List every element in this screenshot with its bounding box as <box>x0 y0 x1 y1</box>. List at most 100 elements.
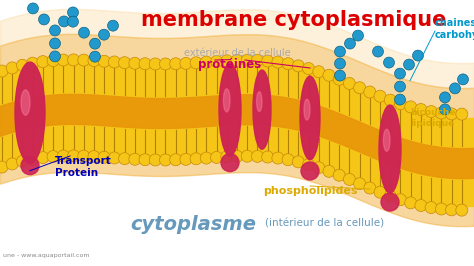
Circle shape <box>292 60 304 72</box>
Circle shape <box>415 200 427 211</box>
Circle shape <box>394 81 405 92</box>
Ellipse shape <box>253 70 271 149</box>
Circle shape <box>49 38 61 49</box>
Circle shape <box>262 55 273 67</box>
Circle shape <box>190 57 202 69</box>
Circle shape <box>435 203 447 215</box>
Text: membrane cytoplasmique: membrane cytoplasmique <box>141 10 447 30</box>
Circle shape <box>405 197 417 209</box>
Circle shape <box>139 58 151 70</box>
Circle shape <box>425 106 437 118</box>
Text: extérieur de la cellule: extérieur de la cellule <box>184 48 290 58</box>
Circle shape <box>109 56 120 68</box>
Ellipse shape <box>15 62 45 163</box>
Circle shape <box>241 150 253 162</box>
Circle shape <box>67 16 79 27</box>
Circle shape <box>108 20 118 31</box>
Circle shape <box>98 151 110 163</box>
Circle shape <box>78 54 90 66</box>
Text: Transport
Protein: Transport Protein <box>55 156 112 178</box>
Circle shape <box>333 73 345 85</box>
Circle shape <box>457 74 468 85</box>
Circle shape <box>394 94 405 105</box>
Circle shape <box>335 70 346 81</box>
Text: une - www.aquaportail.com: une - www.aquaportail.com <box>3 253 90 258</box>
Circle shape <box>446 108 457 120</box>
Circle shape <box>383 57 394 68</box>
Circle shape <box>231 150 243 162</box>
Ellipse shape <box>223 89 230 112</box>
Circle shape <box>170 58 182 70</box>
Circle shape <box>139 154 151 166</box>
Circle shape <box>17 155 28 167</box>
Ellipse shape <box>304 99 310 120</box>
Circle shape <box>335 58 346 69</box>
Circle shape <box>384 190 396 202</box>
Circle shape <box>109 152 120 164</box>
Circle shape <box>405 101 417 113</box>
Circle shape <box>282 154 294 166</box>
Circle shape <box>354 82 365 94</box>
Circle shape <box>384 94 396 106</box>
Circle shape <box>67 54 80 66</box>
Circle shape <box>412 50 423 61</box>
Circle shape <box>149 154 161 166</box>
Circle shape <box>99 29 109 40</box>
Circle shape <box>67 150 80 162</box>
Circle shape <box>313 162 325 174</box>
Ellipse shape <box>256 92 262 111</box>
Circle shape <box>374 90 386 102</box>
Circle shape <box>282 58 294 70</box>
Circle shape <box>381 193 399 211</box>
Circle shape <box>27 57 39 69</box>
Circle shape <box>21 157 39 175</box>
Circle shape <box>364 86 376 98</box>
Circle shape <box>313 66 325 78</box>
Circle shape <box>435 107 447 119</box>
Circle shape <box>49 25 61 36</box>
Circle shape <box>221 55 233 67</box>
Circle shape <box>251 150 264 162</box>
Circle shape <box>37 56 49 68</box>
Circle shape <box>38 14 49 25</box>
Circle shape <box>159 58 172 70</box>
Circle shape <box>323 69 335 81</box>
Circle shape <box>79 27 90 38</box>
Circle shape <box>262 151 273 163</box>
Circle shape <box>439 104 450 115</box>
Circle shape <box>149 58 161 70</box>
Circle shape <box>37 152 49 164</box>
Circle shape <box>456 204 468 216</box>
Circle shape <box>373 46 383 57</box>
Circle shape <box>374 186 386 198</box>
Ellipse shape <box>21 90 30 115</box>
Circle shape <box>333 169 345 181</box>
Circle shape <box>88 151 100 163</box>
Circle shape <box>415 103 427 115</box>
Circle shape <box>118 57 131 69</box>
Circle shape <box>58 16 70 27</box>
Circle shape <box>190 153 202 165</box>
Circle shape <box>364 182 376 194</box>
Circle shape <box>302 63 315 74</box>
Circle shape <box>343 77 356 89</box>
Circle shape <box>272 152 284 164</box>
Circle shape <box>323 165 335 177</box>
Circle shape <box>292 156 304 168</box>
Circle shape <box>231 54 243 66</box>
Circle shape <box>6 158 18 170</box>
Circle shape <box>49 51 61 62</box>
Circle shape <box>251 54 264 66</box>
Circle shape <box>17 59 28 71</box>
Circle shape <box>394 98 407 110</box>
Circle shape <box>210 55 223 67</box>
Circle shape <box>47 151 59 163</box>
Circle shape <box>67 7 79 18</box>
Circle shape <box>272 56 284 68</box>
Circle shape <box>98 55 110 67</box>
Circle shape <box>343 173 356 185</box>
Circle shape <box>0 161 8 173</box>
Circle shape <box>57 54 69 66</box>
Circle shape <box>446 204 457 216</box>
Text: chaines
carbohydratées: chaines carbohydratées <box>435 18 474 40</box>
